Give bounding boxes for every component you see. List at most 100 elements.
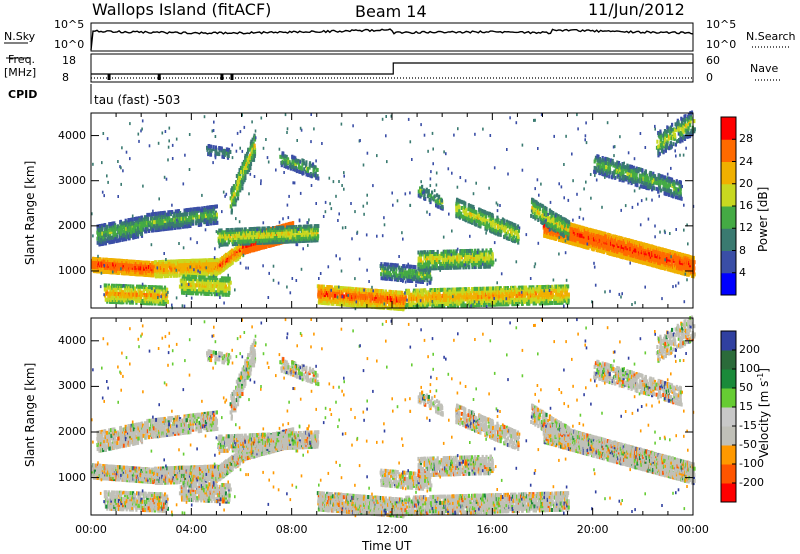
- power-cell: [152, 273, 155, 278]
- power-cell: [185, 208, 188, 213]
- power-cell: [105, 224, 108, 229]
- power-cell: [409, 302, 412, 307]
- power-cell: [292, 221, 295, 226]
- power-cell: [105, 297, 108, 302]
- power-cell: [240, 231, 243, 236]
- power-cell: [252, 157, 256, 162]
- power-cell: [152, 265, 156, 270]
- power-cell: [178, 273, 181, 278]
- power-cell: [182, 269, 185, 274]
- power-cell: [172, 263, 175, 268]
- power-cell: [144, 215, 147, 220]
- power-cell: [178, 265, 181, 270]
- power-cell: [156, 274, 159, 279]
- power-cell: [158, 266, 161, 271]
- power-cell: [216, 220, 219, 225]
- power-cell: [173, 271, 176, 276]
- power-cell: [168, 265, 172, 270]
- power-cell: [135, 268, 138, 273]
- power-cell: [104, 269, 107, 274]
- power-cell: [152, 269, 155, 274]
- power-cell: [123, 271, 126, 276]
- power-cell: [143, 266, 146, 271]
- power-cell: [149, 263, 152, 268]
- power-cell: [119, 258, 122, 263]
- power-cell: [367, 288, 370, 293]
- power-cell: [122, 237, 126, 242]
- power-cell: [464, 287, 468, 292]
- power-cell: [92, 256, 95, 261]
- power-cell: [96, 257, 99, 262]
- power-cell: [487, 302, 490, 307]
- power-cell: [210, 292, 213, 297]
- power-cell: [230, 208, 233, 213]
- power-cell: [170, 273, 173, 278]
- power-cell: [150, 212, 153, 217]
- power-cell: [175, 261, 178, 266]
- power-cell: [452, 287, 455, 292]
- power-cell: [174, 269, 177, 274]
- power-cell: [134, 286, 137, 291]
- power-cell: [467, 287, 471, 292]
- power-cell: [236, 196, 240, 201]
- power-cell: [106, 257, 109, 262]
- power-cell: [184, 259, 187, 264]
- power-cell: [177, 267, 180, 272]
- power-cell: [162, 261, 165, 266]
- power-cell: [148, 212, 151, 217]
- power-cell: [263, 226, 266, 231]
- power-cell: [102, 267, 105, 272]
- power-cell: [293, 233, 296, 238]
- power-cell: [434, 302, 437, 307]
- power-cell: [160, 274, 163, 279]
- power-cell: [342, 288, 345, 293]
- power-cell: [131, 271, 134, 276]
- power-cell: [127, 269, 130, 274]
- power-cell: [132, 259, 135, 264]
- power-cell: [163, 268, 166, 272]
- power-cell: [443, 287, 447, 292]
- power-cell: [228, 276, 231, 281]
- power-cell: [229, 280, 232, 285]
- power-cell: [146, 212, 149, 217]
- power-cell: [208, 275, 211, 280]
- power-cell: [183, 224, 186, 229]
- power-cell: [152, 261, 155, 266]
- power-cell: [93, 263, 96, 268]
- power-cell: [228, 290, 231, 295]
- power-cell: [316, 228, 319, 233]
- power-cell: [231, 227, 234, 232]
- power-cell: [145, 273, 148, 277]
- power-cell: [240, 170, 243, 174]
- power-cell: [91, 267, 94, 271]
- power-cell: [203, 207, 207, 212]
- power-cell: [175, 271, 179, 276]
- power-cell: [492, 286, 495, 291]
- power-cell: [476, 303, 479, 308]
- power-cell: [143, 260, 146, 265]
- power-cell: [155, 272, 158, 277]
- power-cell: [157, 262, 160, 267]
- power-cell: [131, 263, 134, 268]
- power-cell: [117, 270, 120, 275]
- power-cell: [139, 272, 142, 277]
- power-cell: [127, 259, 130, 264]
- power-cell: [180, 259, 184, 264]
- power-cell: [122, 263, 125, 268]
- power-cell: [148, 228, 151, 233]
- power-cell: [310, 224, 313, 229]
- power-cell: [129, 259, 132, 264]
- power-cell: [180, 269, 183, 274]
- power-cell: [148, 265, 151, 269]
- power-cell: [161, 268, 164, 273]
- power-cell: [200, 222, 203, 227]
- power-cell: [180, 263, 183, 268]
- power-cell: [212, 210, 215, 215]
- power-cell: [140, 231, 143, 236]
- power-cell: [239, 227, 242, 232]
- power-cell: [253, 143, 256, 148]
- power-cell: [116, 234, 119, 239]
- power-cell: [501, 292, 504, 297]
- power-heatmap-cells: [91, 110, 696, 312]
